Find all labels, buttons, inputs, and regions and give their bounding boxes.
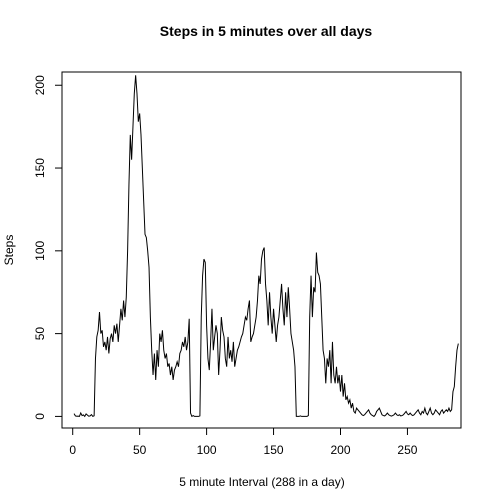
- chart-title: Steps in 5 minutes over all days: [160, 23, 373, 39]
- y-tick-label: 100: [33, 240, 47, 260]
- x-tick-label: 250: [397, 443, 417, 457]
- x-tick-label: 200: [330, 443, 350, 457]
- y-tick-label: 200: [33, 75, 47, 95]
- x-tick-label: 150: [264, 443, 284, 457]
- y-tick-label: 150: [33, 158, 47, 178]
- x-tick-label: 50: [133, 443, 147, 457]
- y-tick-label: 0: [33, 413, 47, 420]
- x-tick-label: 0: [69, 443, 76, 457]
- plot-box: [61, 71, 462, 429]
- x-tick-label: 100: [197, 443, 217, 457]
- y-tick-label: 50: [33, 327, 47, 341]
- x-axis-label: 5 minute Interval (288 in a day): [179, 475, 344, 489]
- series-line: [73, 75, 459, 418]
- y-axis-label: Steps: [2, 235, 16, 266]
